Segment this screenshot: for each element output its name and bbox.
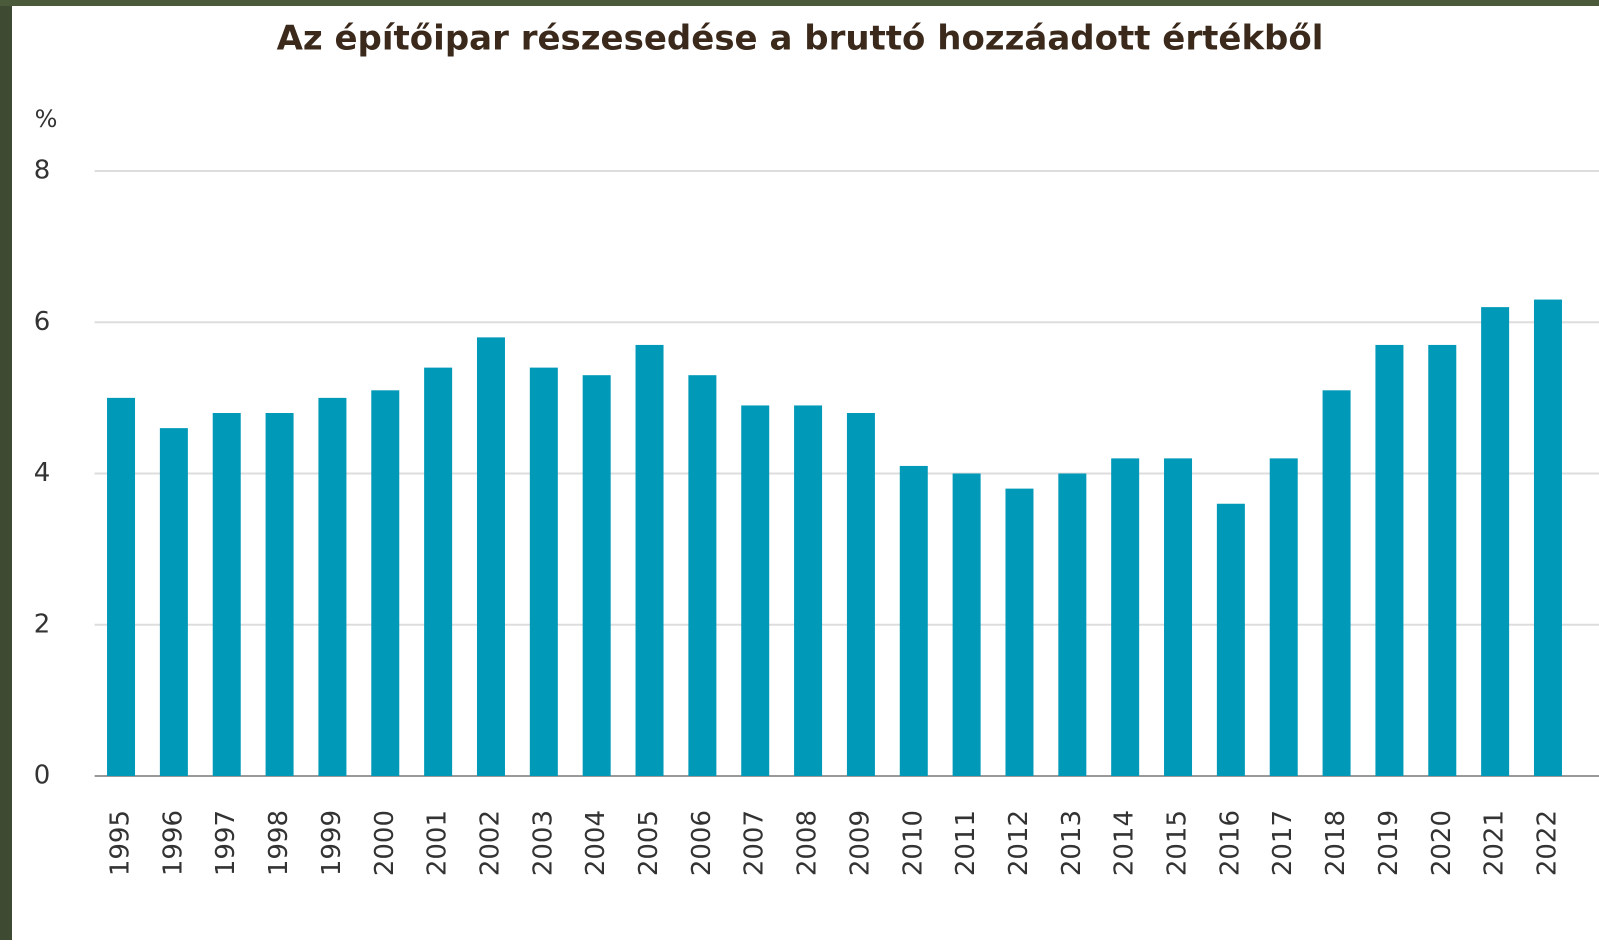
bar [530, 368, 558, 776]
x-tick-label: 2001 [423, 810, 453, 876]
photo-edge [0, 0, 12, 940]
x-tick-label: 2021 [1480, 810, 1510, 876]
bar [1428, 345, 1456, 776]
x-tick-label: 2019 [1374, 810, 1404, 876]
x-tick-label: 2015 [1163, 810, 1193, 876]
bar [318, 398, 346, 776]
x-tick-label: 1997 [211, 810, 241, 876]
x-tick-label: 1995 [106, 810, 136, 876]
bar [583, 375, 611, 776]
y-axis-label: % [35, 105, 58, 133]
bar [794, 405, 822, 776]
bar [1323, 390, 1351, 776]
x-tick-label: 2008 [793, 810, 823, 876]
bar [213, 413, 241, 776]
x-tick-label: 2004 [581, 810, 611, 876]
x-tick-label: 2002 [475, 810, 505, 876]
bar [1270, 458, 1298, 776]
bar [688, 375, 716, 776]
bar [636, 345, 664, 776]
bar [1058, 474, 1086, 777]
bar [371, 390, 399, 776]
x-tick-label: 2017 [1268, 810, 1298, 876]
x-tick-label: 1999 [317, 810, 347, 876]
y-tick-label: 6 [34, 307, 51, 337]
bar [107, 398, 135, 776]
y-tick-label: 8 [34, 156, 51, 186]
bar [1481, 307, 1509, 776]
bar [160, 428, 188, 776]
x-tick-label: 2018 [1321, 810, 1351, 876]
bar [900, 466, 928, 776]
y-tick-label: 0 [34, 761, 51, 791]
chart-title: Az építőipar részesedése a bruttó hozzáa… [277, 19, 1324, 59]
chart: Az építőipar részesedése a bruttó hozzáa… [0, 0, 1599, 940]
photo-edge [0, 0, 1599, 6]
x-tick-label: 2007 [740, 810, 770, 876]
x-tick-label: 2013 [1057, 810, 1087, 876]
bar [953, 474, 981, 777]
bar [741, 405, 769, 776]
x-tick-label: 2014 [1110, 810, 1140, 876]
x-tick-label: 2006 [687, 810, 717, 876]
page: Az építőipar részesedése a bruttó hozzáa… [0, 0, 1599, 940]
bar [1005, 489, 1033, 776]
bar [847, 413, 875, 776]
x-tick-label: 2005 [634, 810, 664, 876]
x-tick-label: 2022 [1532, 810, 1562, 876]
x-tick-label: 2011 [951, 810, 981, 876]
x-tick-label: 2000 [370, 810, 400, 876]
x-tick-label: 2009 [845, 810, 875, 876]
x-tick-label: 2020 [1427, 810, 1457, 876]
y-tick-label: 2 [34, 609, 51, 639]
x-tick-label: 2016 [1215, 810, 1245, 876]
bar [1375, 345, 1403, 776]
x-tick-label: 2010 [898, 810, 928, 876]
x-tick-label: 1998 [264, 810, 294, 876]
x-tick-label: 2003 [528, 810, 558, 876]
x-tick-label: 2012 [1004, 810, 1034, 876]
bar [424, 368, 452, 776]
y-tick-label: 4 [34, 458, 51, 488]
x-tick-label: 1996 [158, 810, 188, 876]
bar [477, 337, 505, 776]
bar [1164, 458, 1192, 776]
bar [1111, 458, 1139, 776]
bar [266, 413, 294, 776]
bar [1534, 300, 1562, 776]
bar [1217, 504, 1245, 776]
